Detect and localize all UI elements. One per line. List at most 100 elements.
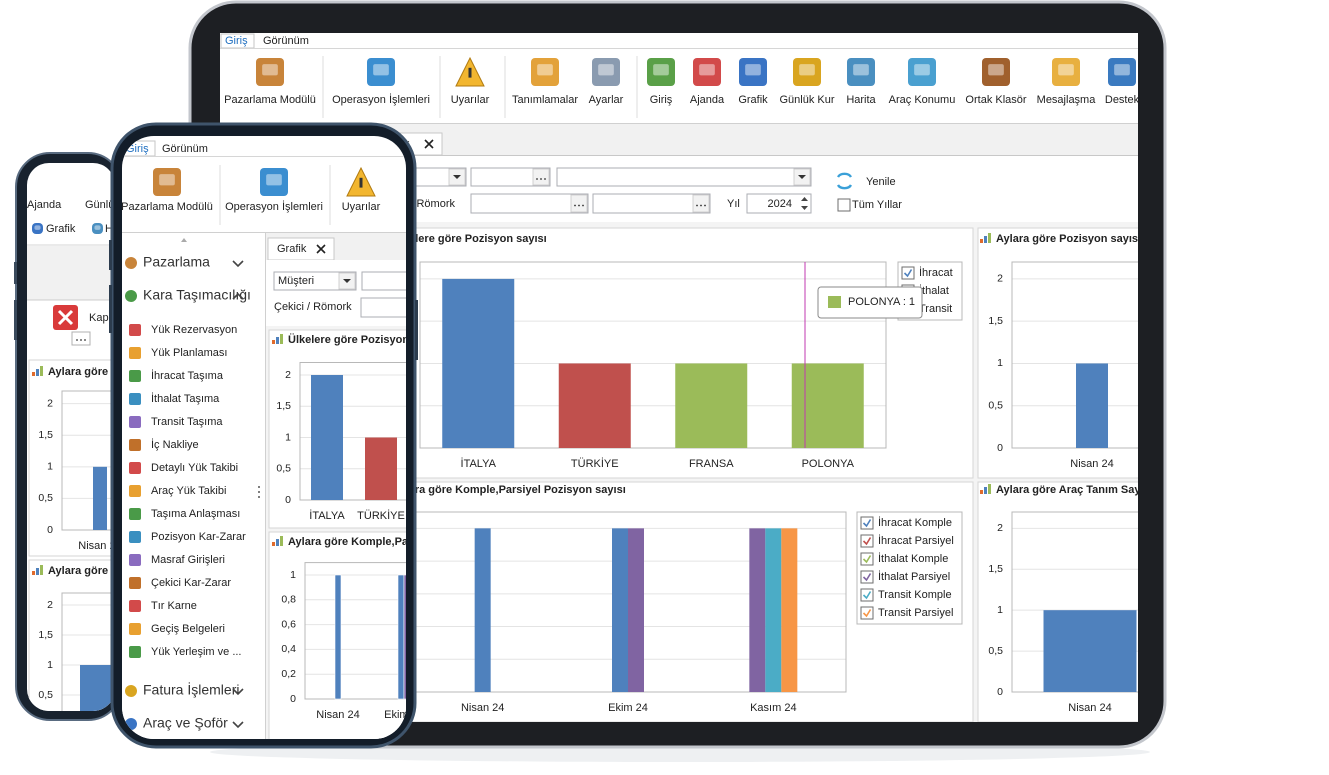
- menu-item[interactable]: Detaylı Yük Takibi: [151, 462, 238, 474]
- icon[interactable]: [537, 64, 553, 76]
- icon[interactable]: [908, 58, 936, 86]
- combo-box[interactable]: [360, 297, 441, 318]
- icon[interactable]: [359, 177, 363, 188]
- combo-box[interactable]: [470, 193, 589, 214]
- icon[interactable]: [699, 64, 715, 76]
- close-button[interactable]: [424, 139, 434, 149]
- icon[interactable]: [367, 58, 395, 86]
- icon[interactable]: [847, 58, 875, 86]
- ribbon-button[interactable]: Araç Konumu: [889, 94, 956, 106]
- menu-header[interactable]: Pazarlama: [143, 254, 210, 270]
- ribbon-button[interactable]: Tanımlamalar: [512, 94, 578, 106]
- menu-item[interactable]: Transit Taşıma: [151, 416, 223, 428]
- combo-box[interactable]: [556, 167, 812, 187]
- icon[interactable]: [256, 58, 284, 86]
- menu-item[interactable]: İç Nakliye: [151, 438, 199, 451]
- icon[interactable]: [159, 174, 175, 186]
- ribbon-tab[interactable]: Görünüm: [162, 143, 208, 155]
- icon[interactable]: [914, 64, 930, 76]
- menu-header[interactable]: Fatura İşlemleri: [143, 681, 239, 698]
- spin-down[interactable]: [801, 206, 808, 210]
- ribbon-button[interactable]: Günlük Kur: [779, 94, 834, 106]
- icon[interactable]: [92, 223, 103, 234]
- icon[interactable]: [260, 168, 288, 196]
- ribbon-button[interactable]: Harita: [846, 94, 876, 106]
- icon[interactable]: [1108, 58, 1136, 86]
- icon[interactable]: [531, 58, 559, 86]
- close-button[interactable]: [316, 244, 326, 254]
- icon[interactable]: [32, 223, 43, 234]
- menu-item[interactable]: Çekici Kar-Zarar: [151, 577, 231, 589]
- ribbon-button[interactable]: Grafik: [738, 94, 768, 106]
- menu-header[interactable]: Kara Taşımacılığı: [143, 287, 251, 303]
- checkbox[interactable]: [860, 516, 874, 530]
- menu-item[interactable]: Geçiş Belgeleri: [151, 623, 225, 635]
- refresh-button[interactable]: Yenile: [866, 176, 896, 188]
- combo-box[interactable]: [361, 271, 442, 291]
- chevron[interactable]: [232, 688, 244, 696]
- menu-icon[interactable]: [125, 257, 137, 269]
- menu-icon[interactable]: [125, 290, 137, 302]
- icon[interactable]: [647, 58, 675, 86]
- spin-box[interactable]: [746, 193, 812, 214]
- icon[interactable]: [34, 225, 41, 230]
- icon[interactable]: [982, 58, 1010, 86]
- menu-icon[interactable]: [125, 685, 137, 697]
- icon[interactable]: [266, 174, 282, 186]
- chevron[interactable]: [232, 721, 244, 729]
- checkbox[interactable]: [860, 552, 874, 566]
- ribbon-button[interactable]: Ajanda: [27, 199, 62, 211]
- combo-button[interactable]: [532, 168, 550, 186]
- ribbon-button[interactable]: Operasyon İşlemleri: [332, 93, 430, 106]
- ribbon-button[interactable]: Giriş: [650, 94, 673, 106]
- menu-item[interactable]: Pozisyon Kar-Zarar: [151, 531, 246, 543]
- chevron[interactable]: [232, 260, 244, 268]
- icon[interactable]: [739, 58, 767, 86]
- menu-item[interactable]: Tır Karne: [151, 600, 197, 612]
- menu-item[interactable]: Masraf Girişleri: [151, 554, 225, 566]
- menu-item[interactable]: Taşıma Anlaşması: [151, 508, 240, 520]
- menu-item[interactable]: Yük Yerleşim ve ...: [151, 646, 242, 658]
- icon[interactable]: [793, 58, 821, 86]
- combo-button[interactable]: [570, 194, 588, 213]
- icon[interactable]: [468, 67, 472, 78]
- icon[interactable]: [799, 64, 815, 76]
- chevron[interactable]: [232, 292, 244, 300]
- combo-button[interactable]: [692, 194, 710, 213]
- ribbon-button[interactable]: Grafik: [46, 223, 76, 235]
- ribbon-tab[interactable]: Giriş: [225, 35, 248, 47]
- menu-header[interactable]: Araç ve Şoför: [143, 715, 228, 731]
- icon[interactable]: [653, 64, 669, 76]
- combo-box[interactable]: [592, 193, 711, 214]
- icon[interactable]: [94, 225, 101, 230]
- menu-item[interactable]: Yük Planlaması: [151, 347, 227, 359]
- refresh-icon[interactable]: [836, 172, 853, 190]
- combo-box[interactable]: [273, 271, 357, 291]
- ribbon-button[interactable]: Ayarlar: [589, 94, 624, 106]
- checkbox[interactable]: [860, 588, 874, 602]
- icon[interactable]: [373, 64, 389, 76]
- icon[interactable]: [1114, 64, 1130, 76]
- checkbox[interactable]: [901, 266, 915, 280]
- checkbox-label[interactable]: Tüm Yıllar: [852, 199, 902, 211]
- ribbon-button[interactable]: Destek: [1105, 94, 1140, 106]
- icon[interactable]: [592, 58, 620, 86]
- icon[interactable]: [988, 64, 1004, 76]
- ribbon-button[interactable]: Operasyon İşlemleri: [225, 200, 323, 213]
- ribbon-button[interactable]: Pazarlama Modülü: [224, 94, 316, 106]
- document-tab-label[interactable]: Grafik: [277, 243, 307, 255]
- spin-up[interactable]: [801, 197, 808, 201]
- checkbox[interactable]: [860, 570, 874, 584]
- ribbon-tab[interactable]: Giriş: [126, 143, 149, 155]
- icon[interactable]: [1058, 64, 1074, 76]
- menu-item[interactable]: İthalat Taşıma: [151, 392, 220, 405]
- ribbon-button[interactable]: Mesajlaşma: [1037, 94, 1097, 106]
- close-button[interactable]: Kapat: [89, 312, 118, 324]
- icon[interactable]: [598, 64, 614, 76]
- icon[interactable]: [693, 58, 721, 86]
- ribbon-button[interactable]: Günlük Kur: [85, 199, 140, 211]
- ribbon-button[interactable]: Harita: [105, 223, 135, 235]
- icon[interactable]: [853, 64, 869, 76]
- ribbon-button[interactable]: Pazarlama Modülü: [121, 201, 213, 213]
- ribbon-button[interactable]: Uyarılar: [342, 201, 381, 213]
